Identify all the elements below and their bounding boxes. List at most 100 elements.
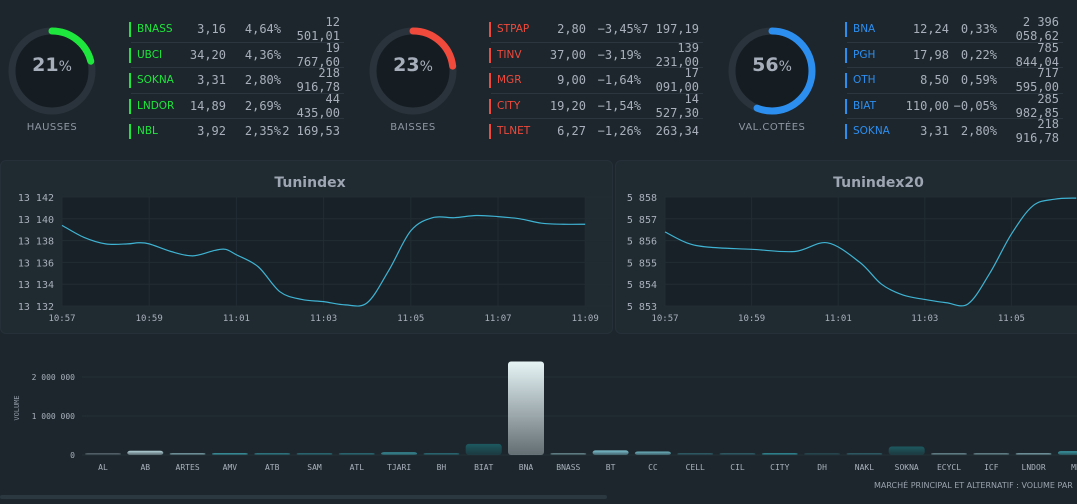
- bar-cil[interactable]: [719, 453, 756, 455]
- x-tick-label: BH: [437, 463, 447, 472]
- bar-bna[interactable]: [508, 361, 544, 455]
- symbol: BIAT: [853, 99, 877, 112]
- table-row[interactable]: NBL 3,92 2,35% 2 169,53: [129, 119, 344, 144]
- bar-artes[interactable]: [169, 453, 206, 455]
- change: −1,26%: [597, 124, 641, 139]
- x-tick-label: ATB: [265, 463, 280, 472]
- table-row[interactable]: MGR 9,00 −1,64% 17 091,00: [489, 66, 703, 94]
- bar-atb[interactable]: [254, 453, 291, 455]
- bar-amv[interactable]: [211, 453, 248, 455]
- bar-bh[interactable]: [423, 453, 460, 455]
- bar-sokna[interactable]: [888, 446, 925, 455]
- bar-bnass[interactable]: [550, 453, 587, 455]
- change: 2,69%: [244, 98, 281, 113]
- row-indicator: [845, 124, 847, 139]
- bar-sam[interactable]: [296, 453, 333, 455]
- bar-tjari[interactable]: [381, 452, 418, 455]
- symbol: MGR: [497, 74, 522, 87]
- bar-dh[interactable]: [804, 453, 841, 455]
- price: 34,20: [189, 47, 226, 62]
- table-row[interactable]: BNASS 3,16 4,64% 12 501,01: [129, 15, 344, 43]
- symbol: NBL: [137, 125, 158, 138]
- table-row[interactable]: STPAP 2,80 −3,45% 7 197,19: [489, 17, 703, 43]
- volume: 263,34: [655, 124, 699, 139]
- gauge-ring: [369, 27, 457, 115]
- x-tick-label: 11:03: [911, 314, 938, 324]
- bar-bt[interactable]: [592, 450, 629, 455]
- symbol: BNASS: [137, 23, 173, 36]
- y-tick-label: 13 132: [18, 302, 54, 313]
- series-line: [664, 197, 1077, 307]
- change: −0,05%: [953, 98, 997, 113]
- y-tick-label: 1 000 000: [32, 412, 76, 421]
- table-row[interactable]: OTH 8,50 0,59% 717 595,00: [845, 66, 1063, 95]
- x-tick-label: AB: [140, 463, 150, 472]
- bar-lndor[interactable]: [1015, 453, 1052, 455]
- series-line: [61, 214, 586, 307]
- x-tick-label: SAM: [307, 463, 322, 472]
- change: 2,80%: [960, 124, 997, 139]
- volume: 2 396 058,62: [1015, 15, 1059, 44]
- row-indicator: [129, 124, 131, 139]
- table-row[interactable]: UBCI 34,20 4,36% 19 767,60: [129, 41, 344, 69]
- top-volume-table: BNA 12,24 0,33% 2 396 058,62 PGH 17,98 0…: [845, 15, 1063, 145]
- table-row[interactable]: PGH 17,98 0,22% 785 844,04: [845, 41, 1063, 69]
- table-row[interactable]: BIAT 110,00 −0,05% 285 982,85: [845, 92, 1063, 120]
- table-row[interactable]: TINV 37,00 −3,19% 139 231,00: [489, 41, 703, 69]
- gauge-hausses: 21% HAUSSES: [7, 26, 97, 133]
- bar-biat[interactable]: [465, 443, 502, 455]
- x-tick-label: DH: [817, 463, 827, 472]
- change: 0,33%: [960, 22, 997, 37]
- horizontal-scrollbar[interactable]: [0, 495, 607, 499]
- price: 110,00: [905, 98, 949, 113]
- top-losers-table: STPAP 2,80 −3,45% 7 197,19 TINV 37,00 −3…: [489, 17, 703, 144]
- row-indicator: [489, 73, 491, 88]
- y-tick-label: 5 854: [627, 280, 657, 291]
- x-tick-label: AL: [98, 463, 108, 472]
- symbol: STPAP: [497, 23, 530, 36]
- x-tick-label: BNA: [519, 463, 534, 472]
- change: 0,22%: [960, 47, 997, 62]
- x-tick-label: 11:01: [825, 314, 852, 324]
- x-tick-label: 10:59: [738, 314, 765, 324]
- bar-nakl[interactable]: [846, 453, 883, 455]
- y-tick-label: 2 000 000: [32, 373, 76, 382]
- bar-mp[interactable]: [1057, 451, 1077, 455]
- bar-ecycl[interactable]: [931, 453, 967, 455]
- row-indicator: [489, 98, 491, 114]
- volume: 14 527,30: [655, 91, 699, 120]
- x-tick-label: SOKNA: [895, 463, 919, 472]
- bar-ab[interactable]: [127, 450, 164, 455]
- volume: 717 595,00: [1015, 66, 1059, 95]
- table-row[interactable]: LNDOR 14,89 2,69% 44 435,00: [129, 92, 344, 120]
- bar-icf[interactable]: [973, 453, 1010, 455]
- row-indicator: [489, 22, 491, 37]
- bar-city[interactable]: [761, 453, 798, 455]
- x-tick-label: BNASS: [556, 463, 580, 472]
- volume-bar-chart: 0 1 000 000 2 000 000 VOLUME AL AB ARTES AMV ATB…: [13, 361, 1077, 472]
- tunindex20-line-chart: 5 853 5 854 5 855 5 856 5 857 5 858 10:57 10:59…: [627, 193, 1077, 324]
- symbol: UBCI: [137, 48, 163, 61]
- change: −1,54%: [597, 98, 641, 113]
- y-tick-label: 13 136: [18, 258, 54, 269]
- table-row[interactable]: CITY 19,20 −1,54% 14 527,30: [489, 91, 703, 120]
- price: 17,98: [912, 47, 949, 62]
- x-tick-label: BT: [606, 463, 616, 472]
- x-tick-label: BIAT: [474, 463, 493, 472]
- bar-atl[interactable]: [338, 453, 375, 455]
- table-row[interactable]: SOKNA 3,31 2,80% 218 916,78: [129, 66, 344, 94]
- table-row[interactable]: BNA 12,24 0,33% 2 396 058,62: [845, 15, 1063, 44]
- price: 12,24: [912, 22, 949, 37]
- bar-cc[interactable]: [634, 451, 671, 455]
- table-row[interactable]: SOKNA 3,31 2,80% 218 916,78: [845, 117, 1063, 145]
- change: −3,45%: [597, 22, 641, 37]
- bar-chart-caption: MARCHÉ PRINCIPAL ET ALTERNATIF : VOLUME …: [874, 481, 1073, 490]
- price: 6,27: [557, 124, 586, 139]
- x-tick-label: ATL: [350, 463, 365, 472]
- gauge-val-cotees: 56% VAL.COTÉES: [727, 26, 817, 133]
- table-row[interactable]: TLNET 6,27 −1,26% 263,34: [489, 119, 703, 144]
- x-tick-label: AMV: [223, 463, 238, 472]
- bar-al[interactable]: [85, 453, 121, 455]
- bar-cell[interactable]: [677, 453, 714, 455]
- row-indicator: [129, 98, 131, 114]
